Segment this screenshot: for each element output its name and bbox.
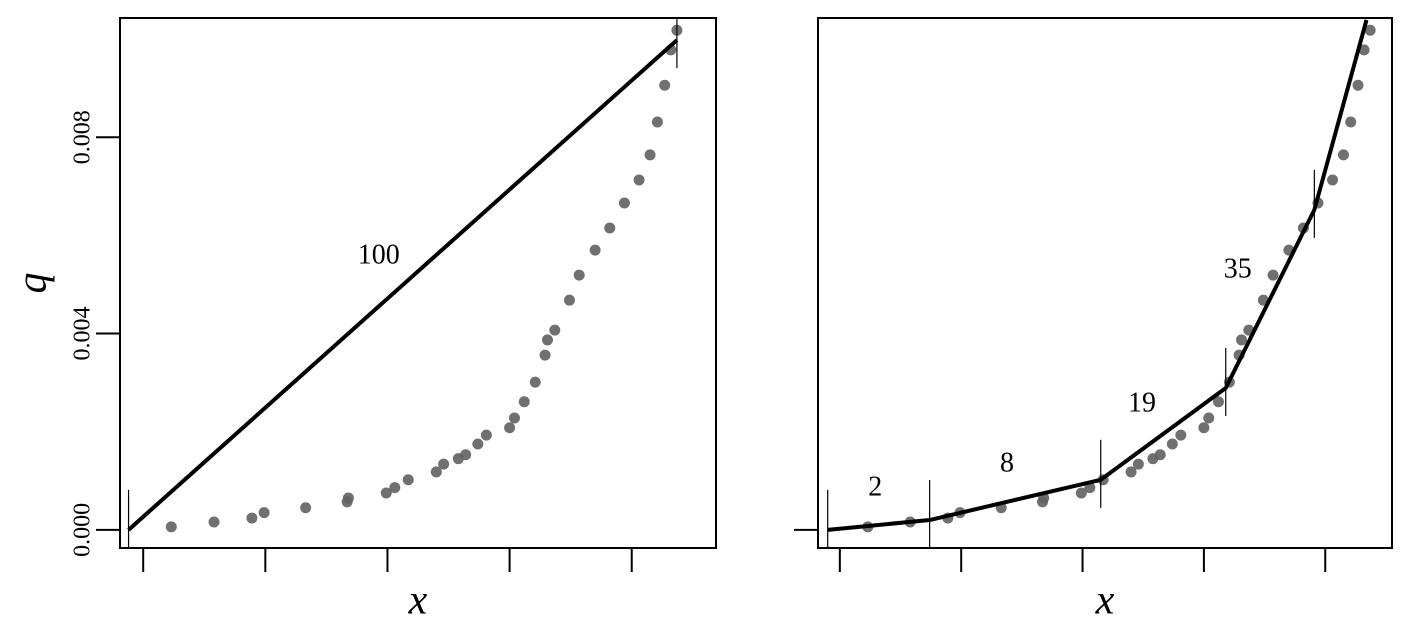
point xyxy=(1267,269,1279,281)
point xyxy=(460,449,472,461)
plot-frame xyxy=(119,17,717,549)
point xyxy=(342,492,354,504)
point xyxy=(549,324,561,336)
point xyxy=(1337,149,1349,161)
point xyxy=(1345,116,1357,128)
y-tick-label: 0.000 xyxy=(70,503,96,557)
point xyxy=(651,116,663,128)
fit-line xyxy=(827,19,1369,532)
point xyxy=(380,487,392,499)
point xyxy=(246,512,258,524)
point xyxy=(1364,24,1376,36)
point xyxy=(504,422,516,434)
point xyxy=(1125,466,1137,478)
point xyxy=(402,474,414,486)
point xyxy=(1075,487,1087,499)
point xyxy=(529,376,541,388)
point xyxy=(1352,79,1364,91)
point xyxy=(300,502,312,514)
point xyxy=(438,458,450,470)
y-axis-title: q xyxy=(10,273,56,294)
point xyxy=(1358,44,1370,56)
point xyxy=(508,412,520,424)
point xyxy=(1327,174,1339,186)
x-axis-title: x xyxy=(408,578,428,624)
point xyxy=(472,438,484,450)
y-tick-label: 0.008 xyxy=(70,110,96,164)
point xyxy=(1198,422,1210,434)
plot-frame xyxy=(817,17,1393,549)
x-axis-title: x xyxy=(1095,578,1115,624)
point xyxy=(1175,429,1187,441)
point xyxy=(1154,449,1166,461)
point xyxy=(659,79,671,91)
fit-line xyxy=(127,38,679,532)
point xyxy=(541,334,553,346)
point xyxy=(563,294,575,306)
point xyxy=(430,466,442,478)
point xyxy=(1212,396,1224,408)
point xyxy=(618,197,630,209)
point xyxy=(644,149,656,161)
point xyxy=(1166,438,1178,450)
segment-label: 8 xyxy=(1000,447,1014,478)
plot-area xyxy=(827,19,1376,548)
point xyxy=(258,507,270,519)
point xyxy=(573,269,585,281)
segment-label: 19 xyxy=(1128,387,1156,418)
segment-label: 35 xyxy=(1224,253,1252,284)
point xyxy=(633,174,645,186)
point xyxy=(604,222,616,234)
segment-label: 2 xyxy=(868,472,882,503)
point xyxy=(480,429,492,441)
point xyxy=(518,396,530,408)
panel: x 2 8 19 35 xyxy=(794,17,1393,624)
plot-area xyxy=(127,18,683,548)
point xyxy=(208,516,220,528)
panel: 0.000 0.004 0.008 x q 100 xyxy=(10,17,717,624)
point xyxy=(1236,334,1248,346)
y-tick-label: 0.004 xyxy=(70,307,96,361)
point xyxy=(1203,412,1215,424)
point xyxy=(389,482,401,494)
segment-label: 100 xyxy=(358,239,400,270)
point xyxy=(589,244,601,256)
point xyxy=(165,521,177,533)
point xyxy=(539,349,551,361)
point xyxy=(1132,458,1144,470)
